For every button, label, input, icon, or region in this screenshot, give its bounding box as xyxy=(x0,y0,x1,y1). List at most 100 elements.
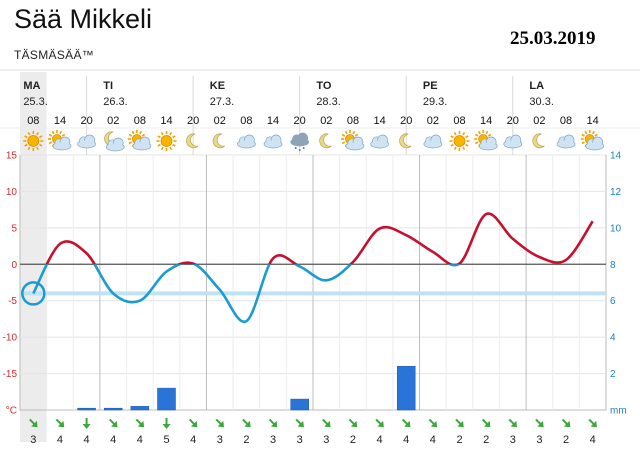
wind-arrow-icon xyxy=(322,418,331,428)
wind-arrow-icon xyxy=(188,418,198,428)
brand-label: TÄSMÄSÄÄ™ xyxy=(14,48,95,62)
hour-label: 08 xyxy=(560,115,572,127)
cloud-icon xyxy=(503,134,523,149)
wind-speed: 3 xyxy=(217,434,223,446)
hour-label: 14 xyxy=(160,115,172,127)
y-tick-right: 14 xyxy=(610,151,622,162)
day-name-pe: PE xyxy=(423,80,438,92)
day-date: 28.3. xyxy=(316,96,340,108)
y-tick-left: 0 xyxy=(11,260,17,271)
cloud-icon xyxy=(263,134,283,149)
hour-label: 08 xyxy=(134,115,146,127)
day-name-ma: MA xyxy=(23,80,40,92)
wind-arrow-icon xyxy=(348,418,358,428)
wind-speed: 4 xyxy=(377,434,383,446)
hour-label: 20 xyxy=(294,115,306,127)
hour-label: 14 xyxy=(373,115,385,127)
hour-label: 14 xyxy=(587,115,599,127)
wind-arrow-icon xyxy=(135,418,145,428)
hour-label: 08 xyxy=(453,115,465,127)
day-date: 26.3. xyxy=(103,96,127,108)
wind-arrow-icon xyxy=(162,418,171,429)
wind-arrow-icon xyxy=(561,418,571,428)
day-date: 29.3. xyxy=(423,96,447,108)
sun-icon xyxy=(23,131,44,151)
hour-label: 14 xyxy=(480,115,492,127)
hour-label: 02 xyxy=(107,115,119,127)
moon-icon xyxy=(319,133,332,149)
hour-label: 02 xyxy=(533,115,545,127)
hour-label: 20 xyxy=(507,115,519,127)
day-name-to: TO xyxy=(316,80,332,92)
wind-speed: 2 xyxy=(243,434,249,446)
wind-speed: 2 xyxy=(483,434,489,446)
wind-speed: 3 xyxy=(30,434,36,446)
wind-speed: 5 xyxy=(163,434,169,446)
day-date: 27.3. xyxy=(210,96,234,108)
cloud-icon xyxy=(237,134,256,149)
wind-arrow-icon xyxy=(375,418,384,428)
sun-cloud-icon xyxy=(127,130,152,151)
hour-label: 20 xyxy=(400,115,412,127)
cloud-icon xyxy=(77,134,96,149)
wind-speed: 4 xyxy=(84,434,90,446)
y-tick-left: -10 xyxy=(3,333,18,344)
current-temp-marker xyxy=(21,281,46,306)
wind-arrow-icon xyxy=(295,418,304,428)
precip-bar xyxy=(103,407,123,411)
day-name-ti: TI xyxy=(103,80,113,92)
moon-icon xyxy=(532,133,545,149)
y-tick-right: 6 xyxy=(610,296,616,307)
hour-label: 02 xyxy=(214,115,226,127)
wind-arrow-icon xyxy=(108,418,118,428)
hour-label: 08 xyxy=(27,115,39,127)
sun-cloud-icon xyxy=(47,130,72,151)
temperature-line-warm xyxy=(45,212,594,265)
precip-bar xyxy=(157,387,176,411)
y-tick-left: 10 xyxy=(6,187,18,198)
moon-icon xyxy=(186,133,199,149)
y-tick-left: -5 xyxy=(8,296,17,307)
wind-arrow-icon xyxy=(535,418,544,428)
snow-cloud-icon xyxy=(290,132,310,151)
hour-label: 14 xyxy=(267,115,279,127)
hour-label: 14 xyxy=(54,115,66,127)
wind-speed: 2 xyxy=(350,434,356,446)
sun-cloud-icon xyxy=(580,130,605,151)
y-tick-left: 15 xyxy=(6,151,18,162)
y-tick-right: 4 xyxy=(610,333,616,344)
y-tick-right: 8 xyxy=(610,260,616,271)
sun-icon xyxy=(449,131,470,151)
wind-arrow-icon xyxy=(268,418,278,428)
precip-bar xyxy=(77,407,96,411)
wind-arrow-icon xyxy=(401,418,411,428)
wind-arrow-icon xyxy=(215,418,225,428)
wind-speed: 3 xyxy=(510,434,516,446)
wind-arrow-icon xyxy=(82,418,91,429)
sun-cloud-icon xyxy=(474,130,498,151)
wind-speed: 3 xyxy=(536,434,542,446)
wind-speed: 3 xyxy=(297,434,303,446)
wind-speed: 4 xyxy=(403,434,409,446)
wind-speed: 2 xyxy=(563,434,569,446)
wind-arrow-icon xyxy=(455,418,464,428)
wind-speed: 4 xyxy=(110,434,116,446)
forecast-date: 25.03.2019 xyxy=(510,28,596,49)
wind-arrow-icon xyxy=(55,418,65,428)
wind-arrow-icon xyxy=(588,418,597,428)
wind-arrow-icon xyxy=(428,418,438,428)
hour-label: 20 xyxy=(80,115,92,127)
wind-speed: 2 xyxy=(456,434,462,446)
hour-label: 08 xyxy=(347,115,359,127)
precip-bar xyxy=(290,398,309,411)
day-date: 30.3. xyxy=(529,96,553,108)
sun-cloud-icon xyxy=(340,130,365,151)
page-title: Sää Mikkeli xyxy=(14,4,153,34)
hour-label: 02 xyxy=(320,115,332,127)
sun-icon xyxy=(156,131,177,151)
temperature-line-cold xyxy=(32,264,461,323)
wind-speed: 4 xyxy=(57,434,63,446)
cloud-icon xyxy=(556,134,576,149)
moon-icon xyxy=(399,133,412,149)
